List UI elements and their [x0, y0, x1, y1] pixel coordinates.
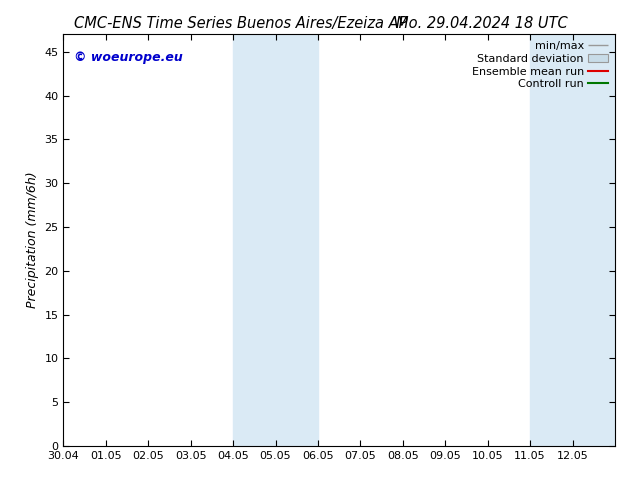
Legend: min/max, Standard deviation, Ensemble mean run, Controll run: min/max, Standard deviation, Ensemble me…	[467, 37, 612, 94]
Bar	[233, 34, 318, 446]
Bar	[530, 34, 615, 446]
Text: Mo. 29.04.2024 18 UTC: Mo. 29.04.2024 18 UTC	[396, 16, 567, 31]
Y-axis label: Precipitation (mm/6h): Precipitation (mm/6h)	[26, 172, 39, 308]
Text: CMC-ENS Time Series Buenos Aires/Ezeiza AP: CMC-ENS Time Series Buenos Aires/Ezeiza …	[74, 16, 408, 31]
Text: © woeurope.eu: © woeurope.eu	[74, 51, 183, 64]
